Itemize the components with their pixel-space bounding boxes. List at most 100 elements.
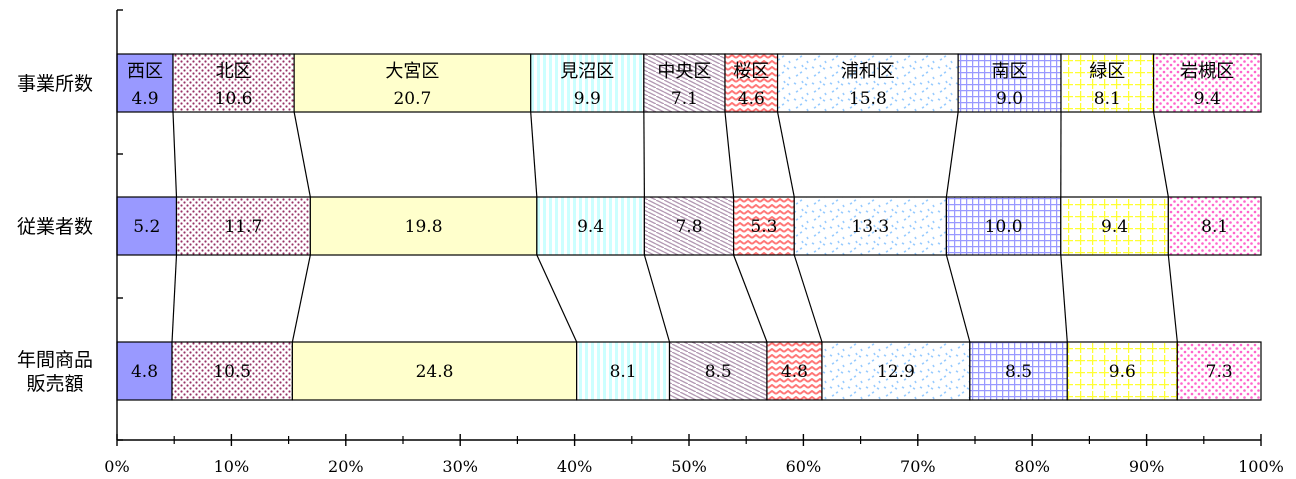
series-line bbox=[291, 254, 311, 343]
series-name-label: 西区 bbox=[127, 61, 163, 82]
data-label: 8.5 bbox=[1005, 362, 1032, 382]
x-tick-label: 0% bbox=[104, 457, 129, 476]
bar-2-5 bbox=[643, 196, 735, 256]
bar-2-3 bbox=[309, 196, 538, 256]
bar-1-8 bbox=[957, 53, 1062, 113]
data-label: 9.6 bbox=[1109, 362, 1136, 382]
series-line bbox=[171, 254, 178, 343]
bar-3-2 bbox=[171, 341, 293, 401]
data-label: 9.4 bbox=[1194, 89, 1221, 109]
x-tick-label: 20% bbox=[328, 457, 364, 476]
bar-1-3 bbox=[293, 53, 532, 113]
series-line bbox=[1152, 111, 1169, 198]
bar-1-4 bbox=[530, 53, 645, 113]
data-labels-layer: 西区 4.9 北区 10.6 大宮区 20.7 見沼区 9.9 中央区 7.1 桜区 4.6 浦和区 15… bbox=[127, 61, 1234, 382]
series-name-label: 緑区 bbox=[1089, 61, 1125, 82]
series-line bbox=[643, 254, 671, 343]
series-line bbox=[1060, 254, 1068, 343]
series-line bbox=[530, 111, 538, 198]
data-label: 8.1 bbox=[610, 362, 637, 382]
series-line bbox=[1167, 254, 1178, 343]
bar-3-1 bbox=[116, 341, 173, 401]
data-label: 4.8 bbox=[131, 362, 158, 382]
data-label: 9.4 bbox=[1101, 217, 1128, 237]
bar-2-6 bbox=[733, 196, 795, 256]
bar-3-7 bbox=[821, 341, 971, 401]
x-tick-label: 40% bbox=[557, 457, 593, 476]
series-name-label: 岩槻区 bbox=[1180, 61, 1234, 82]
bar-3-6 bbox=[766, 341, 823, 401]
data-label: 4.8 bbox=[781, 362, 808, 382]
bar-2-8 bbox=[945, 196, 1062, 256]
x-tick-label: 90% bbox=[1129, 457, 1165, 476]
bar-3-5 bbox=[668, 341, 768, 401]
data-label: 13.3 bbox=[851, 217, 889, 237]
x-tick-label: 10% bbox=[214, 457, 250, 476]
bar-3-10 bbox=[1176, 341, 1262, 401]
data-label: 24.8 bbox=[416, 362, 454, 382]
series-name-label: 桜区 bbox=[733, 61, 769, 82]
series-line bbox=[724, 111, 735, 198]
data-label: 20.7 bbox=[393, 89, 431, 109]
bar-2-10 bbox=[1167, 196, 1262, 256]
bar-1-6 bbox=[724, 53, 779, 113]
bar-2-2 bbox=[175, 196, 311, 256]
bar-3-4 bbox=[576, 341, 671, 401]
category-label: 事業所数 bbox=[17, 73, 93, 95]
series-line bbox=[172, 111, 178, 198]
bar-3-3 bbox=[291, 341, 578, 401]
series-lines bbox=[171, 111, 1178, 343]
series-name-label: 見沼区 bbox=[560, 61, 614, 82]
data-label: 9.9 bbox=[574, 89, 601, 109]
bar-2-7 bbox=[793, 196, 947, 256]
bar-2-4 bbox=[536, 196, 645, 256]
series-line bbox=[945, 254, 971, 343]
data-label: 15.8 bbox=[849, 89, 887, 109]
series-name-label: 南区 bbox=[992, 61, 1028, 82]
data-label: 12.9 bbox=[877, 362, 915, 382]
series-line bbox=[293, 111, 311, 198]
x-tick-label: 70% bbox=[900, 457, 936, 476]
bar-2-9 bbox=[1060, 196, 1169, 256]
category-label: 年間商品 bbox=[17, 349, 93, 371]
bar-1-7 bbox=[776, 53, 959, 113]
bar-3-9 bbox=[1066, 341, 1178, 401]
data-label: 11.7 bbox=[224, 217, 262, 237]
series-name-label: 北区 bbox=[216, 61, 252, 82]
data-label: 19.8 bbox=[405, 217, 443, 237]
data-label: 9.0 bbox=[996, 89, 1023, 109]
data-label: 8.1 bbox=[1201, 217, 1228, 237]
data-label: 7.3 bbox=[1206, 362, 1233, 382]
data-label: 7.1 bbox=[671, 89, 698, 109]
series-name-label: 中央区 bbox=[657, 61, 711, 82]
series-line bbox=[643, 111, 645, 198]
x-tick-label: 80% bbox=[1014, 457, 1050, 476]
series-line bbox=[793, 254, 823, 343]
series-line bbox=[733, 254, 768, 343]
series-name-label: 大宮区 bbox=[385, 61, 439, 82]
data-label: 10.0 bbox=[985, 217, 1023, 237]
data-label: 8.5 bbox=[705, 362, 732, 382]
bar-1-10 bbox=[1152, 53, 1262, 113]
data-label: 10.5 bbox=[213, 362, 251, 382]
x-tick-label: 30% bbox=[442, 457, 478, 476]
data-label: 5.3 bbox=[750, 217, 777, 237]
data-label: 7.8 bbox=[675, 217, 702, 237]
x-tick-label: 100% bbox=[1238, 457, 1284, 476]
data-label: 10.6 bbox=[215, 89, 253, 109]
series-line bbox=[536, 254, 578, 343]
bars-layer bbox=[116, 53, 1262, 401]
data-label: 8.1 bbox=[1094, 89, 1121, 109]
x-tick-label: 60% bbox=[786, 457, 822, 476]
bar-1-2 bbox=[172, 53, 295, 113]
data-label: 4.9 bbox=[131, 89, 158, 109]
data-label: 4.6 bbox=[738, 89, 765, 109]
data-label: 5.2 bbox=[133, 217, 160, 237]
series-line bbox=[945, 111, 959, 198]
series-line bbox=[776, 111, 795, 198]
x-tick-label: 50% bbox=[671, 457, 707, 476]
series-name-label: 浦和区 bbox=[841, 61, 895, 82]
data-label: 9.4 bbox=[577, 217, 604, 237]
